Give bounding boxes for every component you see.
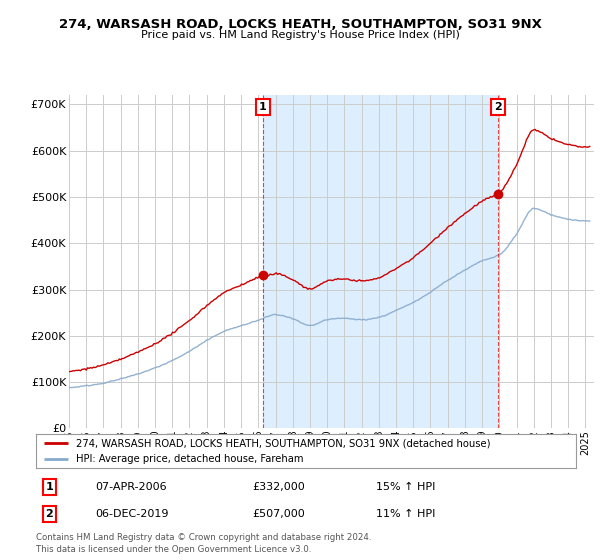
- Text: 2: 2: [494, 102, 502, 112]
- Text: 1: 1: [46, 482, 53, 492]
- Text: Contains HM Land Registry data © Crown copyright and database right 2024.: Contains HM Land Registry data © Crown c…: [36, 533, 371, 542]
- Text: 2: 2: [46, 510, 53, 519]
- Text: 06-DEC-2019: 06-DEC-2019: [95, 510, 169, 519]
- Text: £507,000: £507,000: [252, 510, 305, 519]
- Text: 07-APR-2006: 07-APR-2006: [95, 482, 167, 492]
- Text: 274, WARSASH ROAD, LOCKS HEATH, SOUTHAMPTON, SO31 9NX: 274, WARSASH ROAD, LOCKS HEATH, SOUTHAMP…: [59, 18, 541, 31]
- Text: 15% ↑ HPI: 15% ↑ HPI: [376, 482, 436, 492]
- Text: 11% ↑ HPI: 11% ↑ HPI: [376, 510, 436, 519]
- Text: 1: 1: [259, 102, 267, 112]
- Text: £332,000: £332,000: [252, 482, 305, 492]
- Bar: [263, 95, 498, 428]
- Text: This data is licensed under the Open Government Licence v3.0.: This data is licensed under the Open Gov…: [36, 545, 311, 554]
- Text: Price paid vs. HM Land Registry's House Price Index (HPI): Price paid vs. HM Land Registry's House …: [140, 30, 460, 40]
- Text: HPI: Average price, detached house, Fareham: HPI: Average price, detached house, Fare…: [77, 454, 304, 464]
- Text: 274, WARSASH ROAD, LOCKS HEATH, SOUTHAMPTON, SO31 9NX (detached house): 274, WARSASH ROAD, LOCKS HEATH, SOUTHAMP…: [77, 438, 491, 448]
